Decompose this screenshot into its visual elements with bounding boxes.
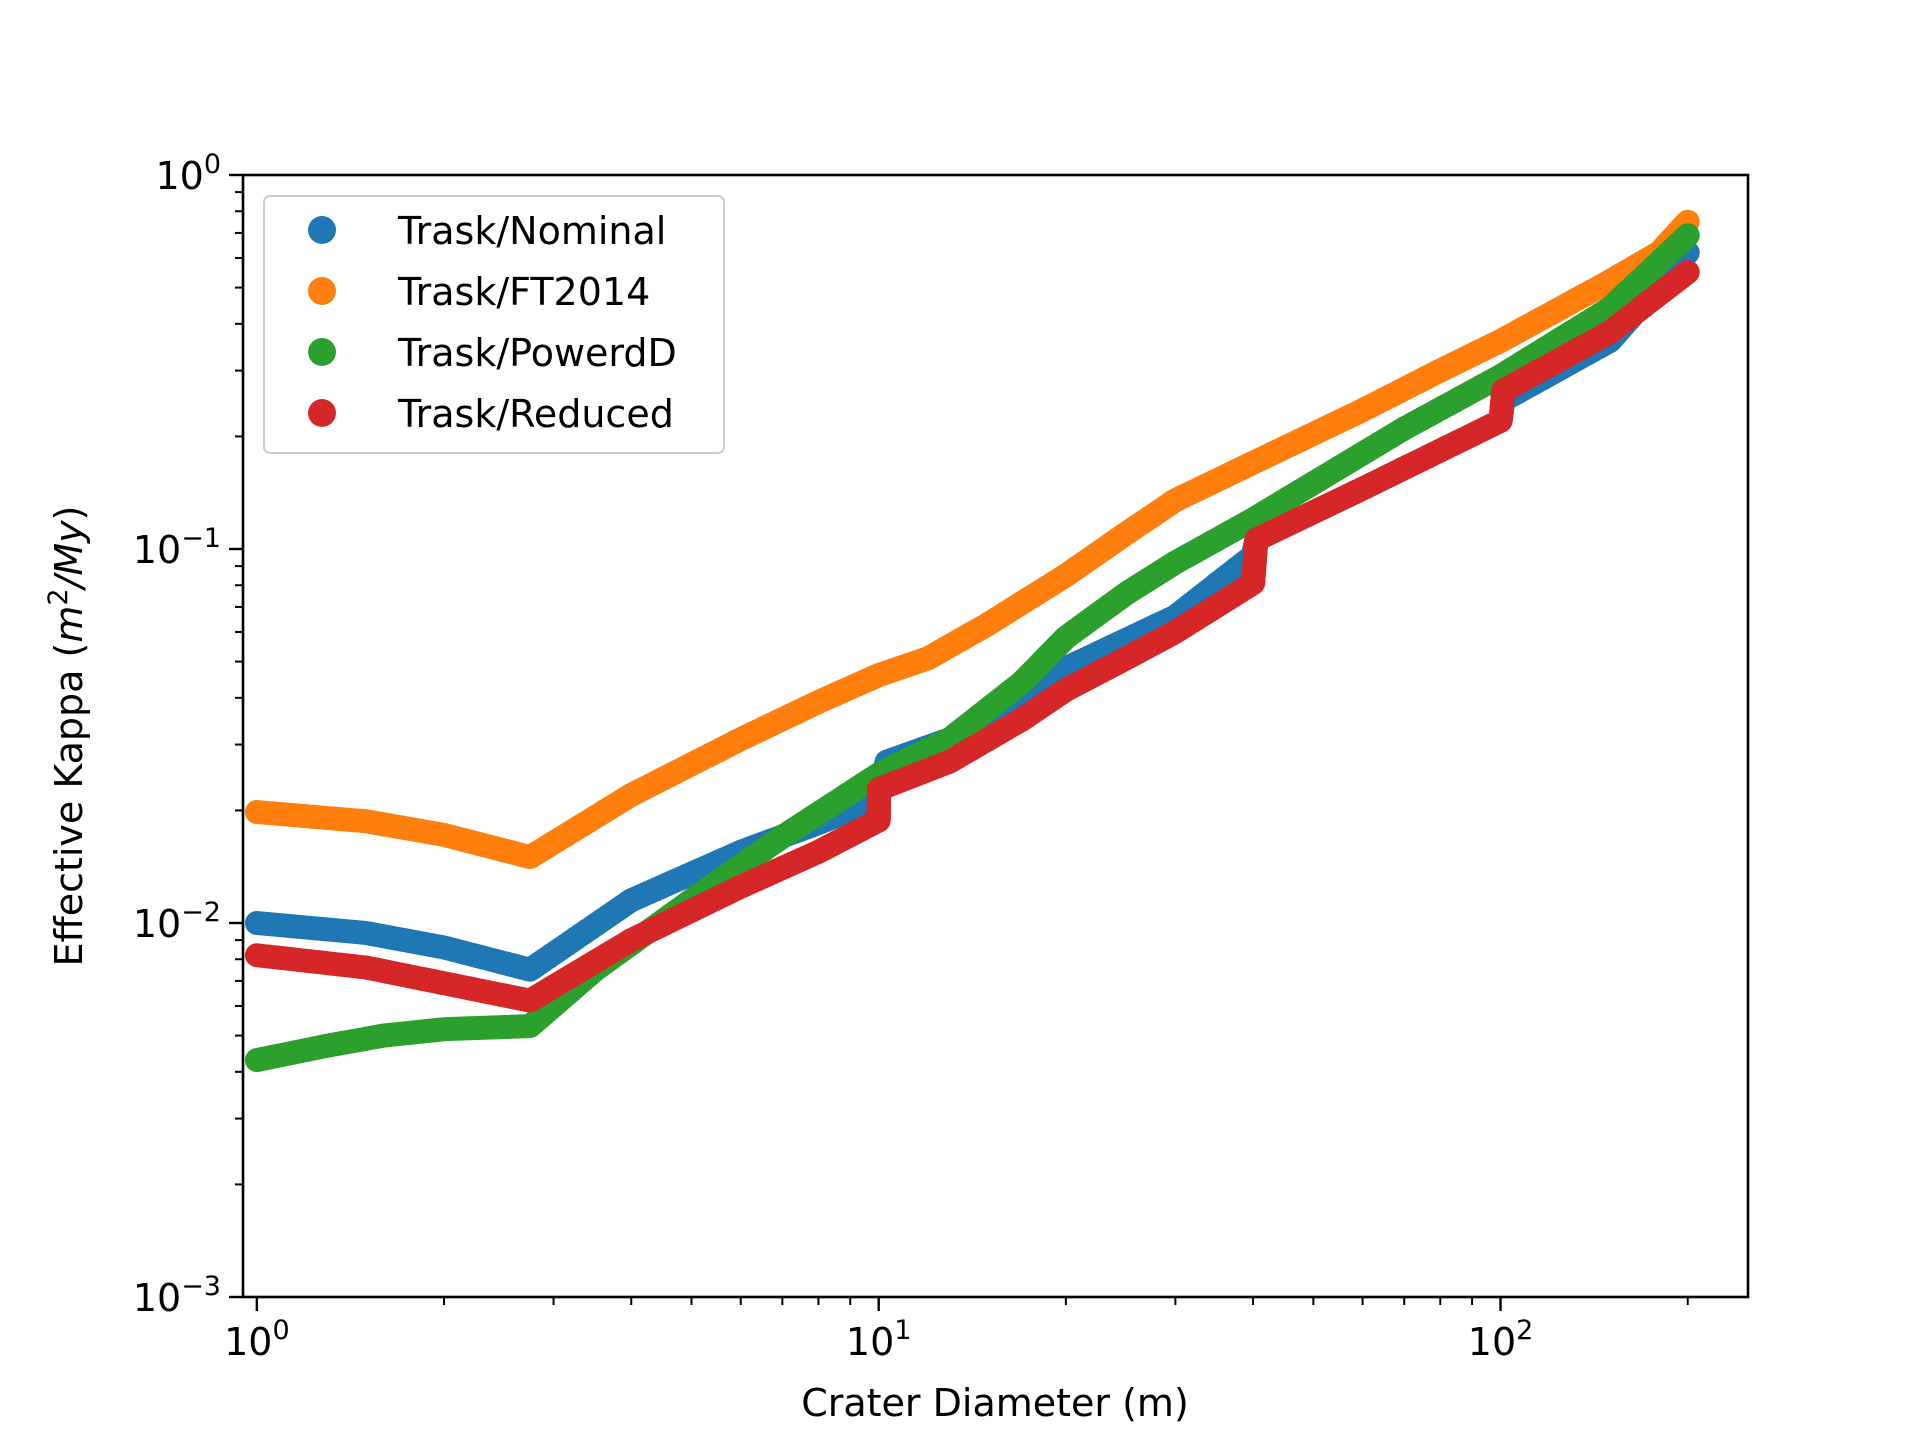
x-tick-label: 102 bbox=[1468, 1315, 1534, 1364]
legend-marker bbox=[308, 216, 336, 244]
series-3 bbox=[244, 260, 1700, 1013]
x-tick-label: 101 bbox=[846, 1315, 912, 1364]
y-axis-label: Effective Kappa (m2/My) bbox=[43, 506, 91, 967]
x-axis-label: Crater Diameter (m) bbox=[801, 1381, 1189, 1425]
legend-marker bbox=[308, 277, 336, 305]
legend-label: Trask/Nominal bbox=[397, 209, 666, 253]
ticks-layer: 100 101 102 10−3 10−2 10−1 100 bbox=[133, 149, 1689, 1364]
legend-label: Trask/FT2014 bbox=[397, 270, 650, 314]
point bbox=[1675, 223, 1700, 248]
plot-frame bbox=[241, 173, 1750, 1299]
y-tick-label: 100 bbox=[155, 149, 221, 198]
legend-label: Trask/Reduced bbox=[397, 392, 674, 436]
y-tick-label: 10−1 bbox=[133, 523, 221, 572]
x-tick-label: 100 bbox=[224, 1315, 290, 1364]
legend-box bbox=[263, 195, 725, 454]
y-tick-label: 10−3 bbox=[133, 1271, 221, 1320]
legend: Trask/Nominal Trask/FT2014 Trask/PowerdD Tr… bbox=[263, 195, 725, 454]
data-layer bbox=[244, 209, 1700, 1073]
series-1 bbox=[244, 209, 1700, 870]
y-tick-label: 10−2 bbox=[133, 897, 221, 946]
legend-marker bbox=[308, 399, 336, 427]
legend-label: Trask/PowerdD bbox=[397, 331, 677, 375]
legend-marker bbox=[308, 338, 336, 366]
labels-layer: Crater Diameter (m) Effective Kappa (m2/… bbox=[43, 506, 1189, 1425]
point bbox=[1675, 260, 1700, 285]
